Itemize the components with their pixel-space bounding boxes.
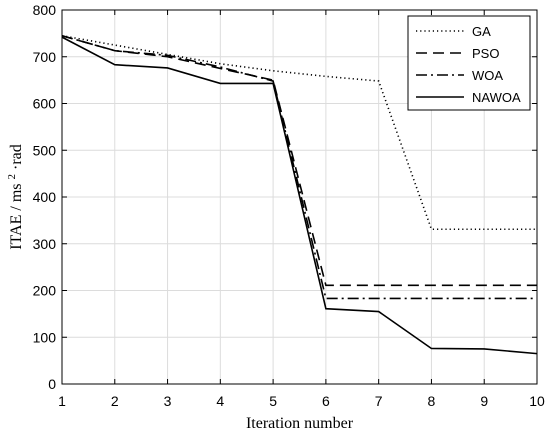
y-tick-label: 200	[33, 283, 57, 299]
series-line-nawoa	[61, 36, 538, 355]
x-tick-label: 10	[529, 393, 545, 409]
x-tick-label: 5	[269, 393, 277, 409]
y-tick-label: 800	[33, 2, 57, 18]
y-tick-label: 700	[33, 49, 57, 65]
legend-label-pso: PSO	[472, 46, 499, 61]
legend-label-ga: GA	[472, 24, 491, 39]
y-tick-label: 400	[33, 189, 57, 205]
x-tick-label: 9	[480, 393, 488, 409]
x-tick-label: 2	[111, 393, 119, 409]
y-tick-label: 100	[33, 329, 57, 345]
x-tick-label: 3	[164, 393, 172, 409]
y-tick-label: 600	[33, 96, 57, 112]
y-axis-title-main: ITAE / ms	[8, 184, 25, 250]
x-tick-label: 8	[428, 393, 436, 409]
series-line-woa	[61, 34, 537, 300]
series-layer	[61, 34, 538, 355]
x-tick-label: 4	[216, 393, 224, 409]
legend-box	[407, 15, 531, 111]
y-tick-label: 0	[48, 376, 56, 392]
x-tick-label: 1	[58, 393, 66, 409]
legend-label-nawoa: NAWOA	[472, 90, 521, 105]
y-axis-title-superscript: 2	[6, 174, 18, 180]
y-axis-title: ITAE / ms 2 ·rad	[6, 144, 25, 250]
series-line-ga	[61, 34, 537, 231]
x-tick-label: 6	[322, 393, 330, 409]
x-tick-label: 7	[375, 393, 383, 409]
y-tick-label: 500	[33, 142, 57, 158]
legend: GA PSO WOA NAWOA	[407, 15, 531, 111]
legend-label-woa: WOA	[472, 68, 503, 83]
x-axis-title: Iteration number	[246, 415, 354, 432]
y-tick-label: 300	[33, 236, 57, 252]
y-axis-title-tail: ·rad	[8, 144, 25, 170]
